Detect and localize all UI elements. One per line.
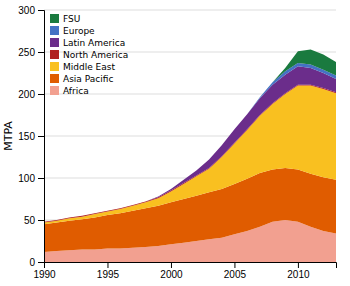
tick: 0: [29, 257, 44, 268]
tick: 300: [18, 5, 44, 16]
y-axis-title: MTPA: [2, 121, 15, 151]
area: [44, 85, 336, 223]
tick: 150: [18, 131, 44, 142]
tick-label: 2010: [287, 269, 310, 280]
legend-label: North America: [63, 50, 128, 60]
tick-label: 1995: [97, 269, 120, 280]
tick-mark: [38, 94, 44, 95]
tick-label: 50: [24, 215, 36, 226]
tick: 250: [18, 47, 44, 58]
legend-swatch: [50, 86, 59, 95]
legend-label: FSU: [63, 14, 80, 24]
tick-label: 200: [18, 89, 35, 100]
chart: 1990 1995 2000 2005 2010 0 50 100 150 200 250 300 FS…: [0, 0, 350, 286]
tick: 100: [18, 173, 44, 184]
plot: 1990 1995 2000 2005 2010 0 50 100 150 200 250 300 FS…: [18, 5, 336, 280]
legend-item: Asia Pacific: [50, 74, 113, 84]
tick: 1995: [97, 262, 120, 280]
legend-label: Middle East: [63, 62, 115, 72]
tick: 2010: [287, 262, 310, 280]
legend-item: North America: [50, 50, 128, 60]
legend-item: FSU: [50, 14, 80, 24]
legend-item: Middle East: [50, 62, 115, 72]
legend-label: Asia Pacific: [63, 74, 113, 84]
legend-item: Africa: [50, 86, 89, 96]
grid: [44, 10, 336, 262]
legend-item: Latin America: [50, 38, 125, 48]
tick: 2005: [224, 262, 247, 280]
tick-label: 300: [18, 5, 35, 16]
tick-mark: [298, 262, 299, 268]
tick-label: 1990: [33, 269, 56, 280]
axis-line: [38, 11, 45, 263]
tick-label: 150: [18, 131, 35, 142]
legend-label: Latin America: [63, 38, 125, 48]
legend-swatch: [50, 74, 59, 83]
tick-label: 250: [18, 47, 35, 58]
tick-mark: [171, 262, 172, 268]
tick: 200: [18, 89, 44, 100]
tick-label: 100: [18, 173, 35, 184]
legend-swatch: [50, 38, 59, 47]
areas: [44, 49, 336, 262]
area: [44, 63, 336, 222]
tick: 50: [24, 215, 44, 226]
legend-swatch: [50, 26, 59, 35]
y-axis: 0 50 100 150 200 250 300: [18, 5, 44, 268]
legend-label: Africa: [63, 86, 89, 96]
tick: 1990: [33, 262, 56, 280]
tick-mark: [38, 10, 44, 11]
tick-label: 0: [29, 257, 35, 268]
tick-mark: [38, 136, 44, 137]
legend-label: Europe: [63, 26, 95, 36]
x-axis: 1990 1995 2000 2005 2010: [33, 262, 336, 280]
tick-mark: [234, 262, 235, 268]
legend-swatch: [50, 62, 59, 71]
tick-mark: [38, 220, 44, 221]
area: [44, 86, 336, 225]
grid-line: [44, 10, 336, 11]
tick-label: 2000: [160, 269, 183, 280]
axis-line: [45, 263, 337, 269]
area: [44, 49, 336, 221]
tick-label: 2005: [224, 269, 247, 280]
tick-mark: [38, 52, 44, 53]
tick-mark: [38, 178, 44, 179]
tick-mark: [107, 262, 108, 268]
tick-mark: [38, 262, 44, 263]
legend-swatch: [50, 14, 59, 23]
area: [44, 66, 336, 221]
legend-item: Europe: [50, 26, 95, 36]
legend: FSU Europe Latin America North America Middl…: [50, 14, 128, 96]
tick: 2000: [160, 262, 183, 280]
legend-swatch: [50, 50, 59, 59]
